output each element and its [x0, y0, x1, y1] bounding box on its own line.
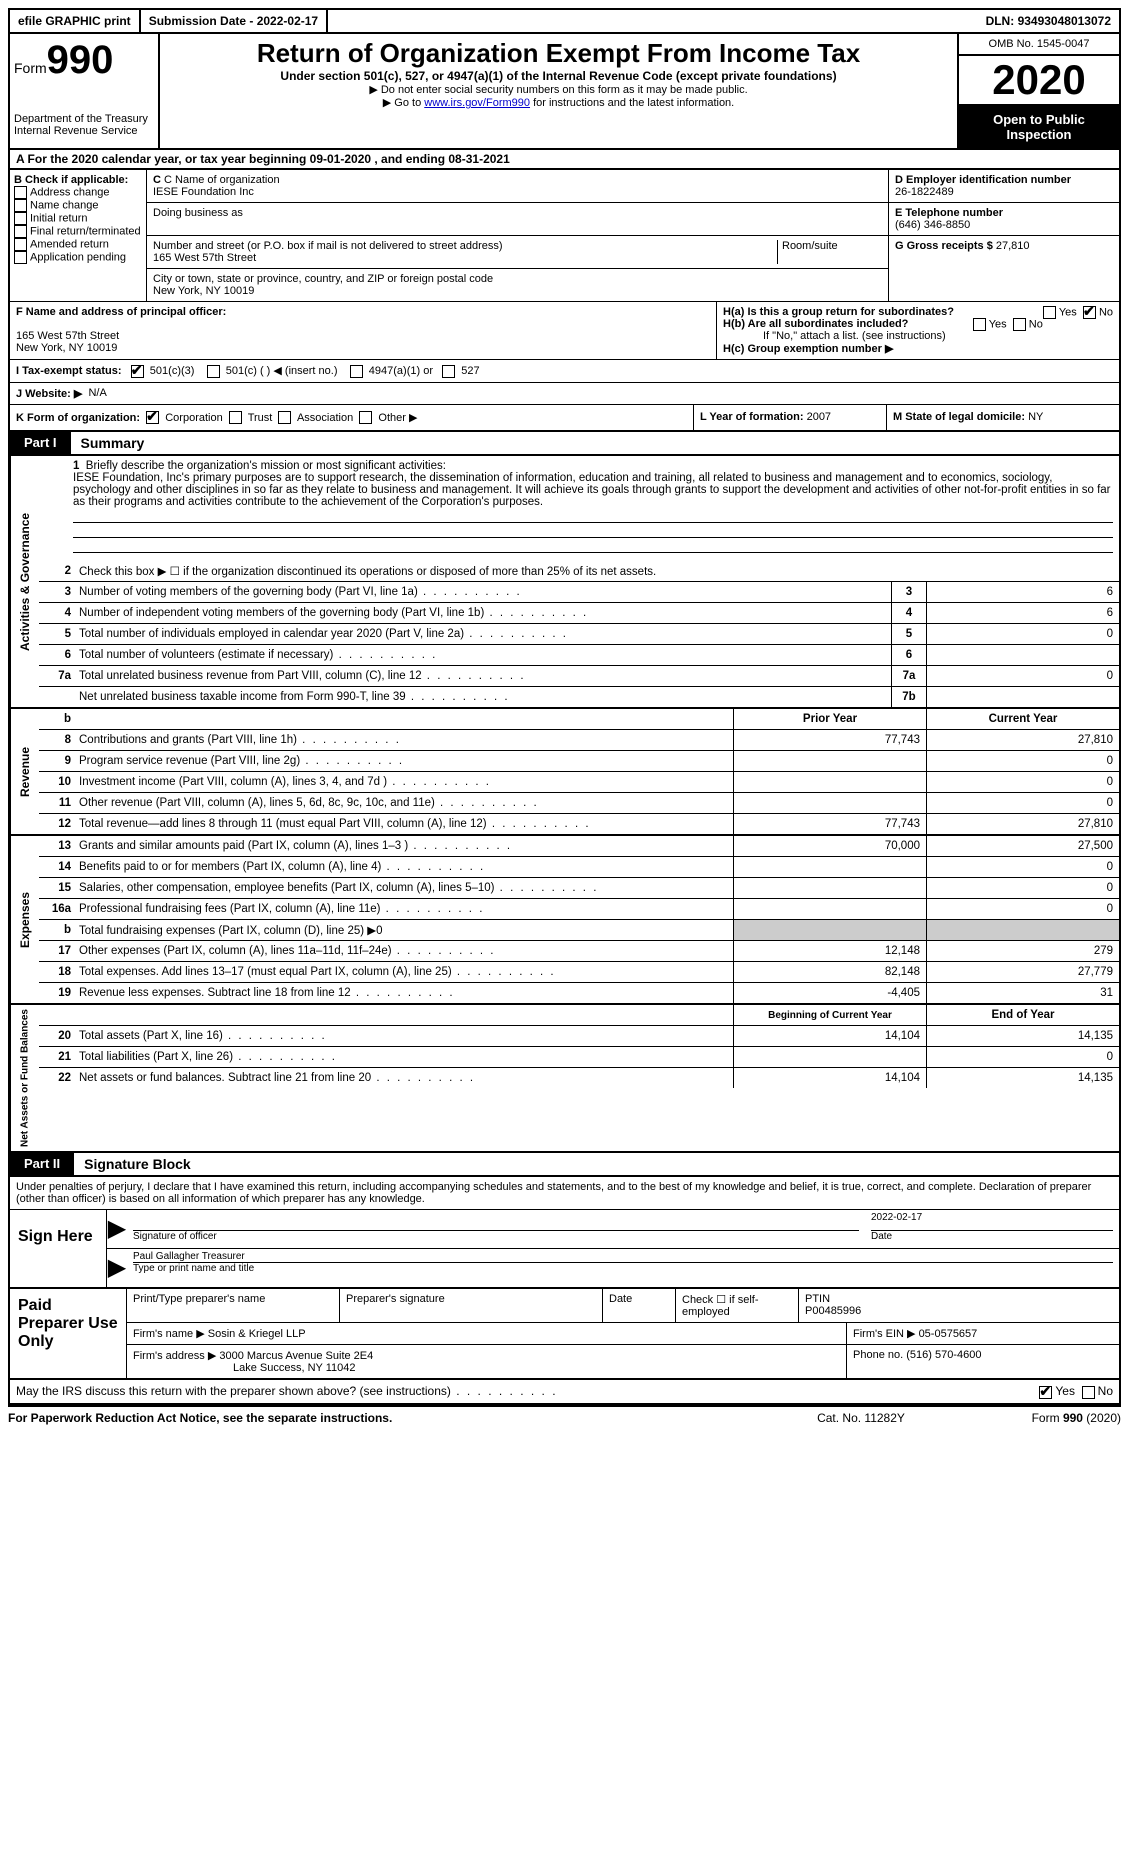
discuss-row: May the IRS discuss this return with the…: [8, 1380, 1121, 1404]
block-h: H(a) Is this a group return for subordin…: [717, 302, 1119, 359]
form-header: Form990 Department of the Treasury Inter…: [8, 34, 1121, 150]
submission-date: Submission Date - 2022-02-17: [141, 10, 328, 32]
row-fh: F Name and address of principal officer:…: [8, 301, 1121, 359]
signature-intro: Under penalties of perjury, I declare th…: [8, 1177, 1121, 1209]
summary-line: 10Investment income (Part VIII, column (…: [39, 772, 1119, 793]
form-title: Return of Organization Exempt From Incom…: [164, 38, 953, 69]
mission-text: IESE Foundation, Inc's primary purposes …: [73, 472, 1111, 508]
summary-line: 9Program service revenue (Part VIII, lin…: [39, 751, 1119, 772]
summary-line: 15Salaries, other compensation, employee…: [39, 878, 1119, 899]
page-footer: For Paperwork Reduction Act Notice, see …: [8, 1405, 1121, 1429]
block-bcd: B Check if applicable: Address change Na…: [8, 170, 1121, 301]
col-d: D Employer identification number26-18224…: [888, 170, 1119, 301]
row-a-period: A For the 2020 calendar year, or tax yea…: [8, 150, 1121, 170]
header-mid: Return of Organization Exempt From Incom…: [160, 34, 957, 148]
note-ssn: ▶ Do not enter social security numbers o…: [164, 83, 953, 96]
col-b: B Check if applicable: Address change Na…: [10, 170, 147, 301]
summary-line: 22Net assets or fund balances. Subtract …: [39, 1068, 1119, 1088]
summary-line: 17Other expenses (Part IX, column (A), l…: [39, 941, 1119, 962]
block-k: K Form of organization: Corporation Trus…: [10, 405, 694, 431]
dept-label: Department of the Treasury Internal Reve…: [14, 113, 154, 137]
summary-line: bTotal fundraising expenses (Part IX, co…: [39, 920, 1119, 941]
header-left: Form990 Department of the Treasury Inter…: [10, 34, 160, 148]
top-bar: efile GRAPHIC print Submission Date - 20…: [8, 8, 1121, 34]
summary-line: 5Total number of individuals employed in…: [39, 624, 1119, 645]
part2-header: Part II Signature Block: [8, 1153, 1121, 1177]
section-expenses: Expenses 13Grants and similar amounts pa…: [8, 836, 1121, 1005]
part1-header: Part I Summary: [8, 432, 1121, 456]
row-i: I Tax-exempt status: 501(c)(3) 501(c) ( …: [8, 359, 1121, 382]
summary-line: 20Total assets (Part X, line 16)14,10414…: [39, 1026, 1119, 1047]
summary-line: 14Benefits paid to or for members (Part …: [39, 857, 1119, 878]
note-link: ▶ Go to www.irs.gov/Form990 for instruct…: [164, 96, 953, 109]
summary-line: 19Revenue less expenses. Subtract line 1…: [39, 983, 1119, 1003]
header-right: OMB No. 1545-0047 2020 Open to Public In…: [957, 34, 1119, 148]
omb-number: OMB No. 1545-0047: [959, 34, 1119, 56]
summary-line: 7aTotal unrelated business revenue from …: [39, 666, 1119, 687]
form-subtitle: Under section 501(c), 527, or 4947(a)(1)…: [164, 69, 953, 83]
dln: DLN: 93493048013072: [978, 10, 1119, 32]
summary-line: 16aProfessional fundraising fees (Part I…: [39, 899, 1119, 920]
summary-line: 11Other revenue (Part VIII, column (A), …: [39, 793, 1119, 814]
section-netassets: Net Assets or Fund Balances Beginning of…: [8, 1005, 1121, 1153]
summary-line: 13Grants and similar amounts paid (Part …: [39, 836, 1119, 857]
block-m: M State of legal domicile: NY: [887, 405, 1119, 431]
summary-line: 3Number of voting members of the governi…: [39, 582, 1119, 603]
summary-line: 4Number of independent voting members of…: [39, 603, 1119, 624]
summary-line: 21Total liabilities (Part X, line 26)0: [39, 1047, 1119, 1068]
summary-line: 18Total expenses. Add lines 13–17 (must …: [39, 962, 1119, 983]
summary-line: Net unrelated business taxable income fr…: [39, 687, 1119, 707]
block-f: F Name and address of principal officer:…: [10, 302, 717, 359]
sign-here-block: Sign Here ▶ Signature of officer 2022-02…: [8, 1209, 1121, 1289]
section-revenue: Revenue bPrior YearCurrent Year 8Contrib…: [8, 709, 1121, 836]
row-j: J Website: ▶ N/A: [8, 382, 1121, 404]
summary-line: 8Contributions and grants (Part VIII, li…: [39, 730, 1119, 751]
summary-line: 6Total number of volunteers (estimate if…: [39, 645, 1119, 666]
tax-year: 2020: [959, 56, 1119, 106]
paid-preparer-block: Paid Preparer Use Only Print/Type prepar…: [8, 1289, 1121, 1380]
row-klm: K Form of organization: Corporation Trus…: [8, 404, 1121, 433]
section-activities: Activities & Governance 1 Briefly descri…: [8, 456, 1121, 709]
irs-link[interactable]: www.irs.gov/Form990: [424, 97, 530, 109]
col-c: C C Name of organizationIESE Foundation …: [147, 170, 888, 301]
efile-label: efile GRAPHIC print: [10, 10, 141, 32]
open-inspection: Open to Public Inspection: [959, 106, 1119, 148]
summary-line: 12Total revenue—add lines 8 through 11 (…: [39, 814, 1119, 834]
block-l: L Year of formation: 2007: [694, 405, 887, 431]
